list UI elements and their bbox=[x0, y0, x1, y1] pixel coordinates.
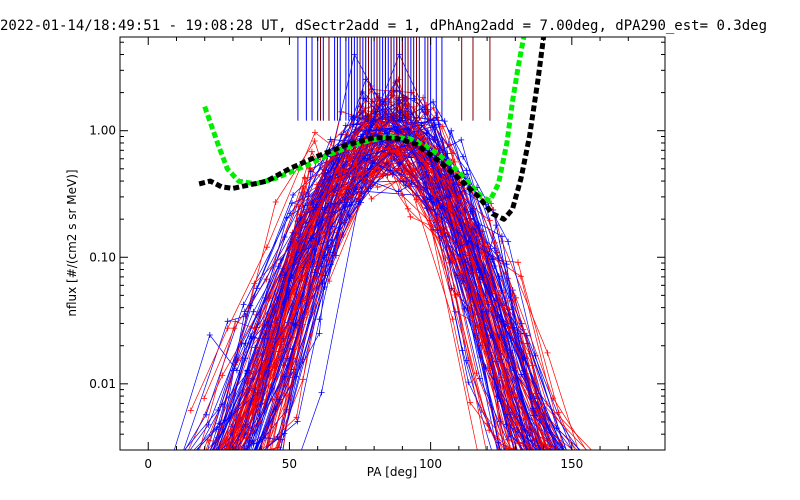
measurement-trace-red-25 bbox=[229, 147, 543, 450]
measurement-trace-red-49 bbox=[199, 145, 592, 450]
measurement-trace-red-74 bbox=[226, 103, 512, 450]
x-tick-label-0: 0 bbox=[144, 457, 152, 471]
measurement-trace-red-15 bbox=[262, 145, 518, 450]
y-axis-label: nflux [#/(cm2 s sr MeV)] bbox=[65, 169, 79, 316]
measurement-trace-blue-67 bbox=[234, 163, 527, 450]
measurement-trace-red-48 bbox=[259, 141, 558, 450]
measurement-trace-blue-48 bbox=[216, 180, 545, 450]
measurement-trace-red-64 bbox=[277, 148, 506, 450]
measurement-trace-blue-70 bbox=[250, 127, 528, 450]
y-tick-label-1: 0.10 bbox=[89, 250, 116, 264]
measurement-trace-red-68 bbox=[203, 147, 552, 450]
measurement-trace-blue-61 bbox=[242, 172, 498, 450]
x-axis-label: PA [deg] bbox=[367, 465, 417, 479]
measurement-trace-blue-72 bbox=[240, 152, 501, 450]
measurement-trace-red-73 bbox=[238, 158, 531, 450]
measurement-trace-red-63 bbox=[264, 142, 512, 450]
measurement-trace-blue-60 bbox=[196, 127, 563, 450]
measurement-points-red-64 bbox=[300, 146, 474, 406]
measurement-trace-red-71 bbox=[230, 133, 545, 450]
fit-curve-1 bbox=[198, 37, 547, 222]
measurement-trace-blue-69 bbox=[195, 99, 564, 450]
measurement-trace-blue-71 bbox=[248, 128, 532, 450]
measurement-trace-red-70 bbox=[282, 136, 522, 450]
measurement-trace-red-51 bbox=[270, 112, 516, 450]
measurement-points-red-39 bbox=[287, 102, 545, 450]
measurement-trace-red-66 bbox=[235, 168, 508, 450]
measurement-trace-blue-53 bbox=[234, 129, 561, 450]
measurement-trace-blue-50 bbox=[217, 80, 573, 450]
measurement-trace-red-54 bbox=[232, 118, 549, 450]
measurement-trace-red-29 bbox=[265, 118, 545, 450]
measurement-points-blue-54 bbox=[290, 156, 460, 327]
measurement-trace-red-24 bbox=[225, 90, 545, 450]
y-tick-label-0: 0.01 bbox=[89, 377, 116, 391]
fit-curve-0 bbox=[202, 37, 527, 204]
x-tick-label-3: 150 bbox=[560, 457, 583, 471]
measurement-trace-red-34 bbox=[242, 152, 535, 450]
measurement-trace-blue-1 bbox=[246, 148, 534, 450]
chart-title: 2022-01-14/18:49:51 - 19:08:28 UT, dSect… bbox=[0, 18, 767, 34]
data-layer bbox=[173, 37, 592, 450]
measurement-trace-red-47 bbox=[238, 133, 515, 450]
measurement-trace-blue-68 bbox=[211, 155, 557, 450]
measurement-trace-blue-73 bbox=[184, 129, 565, 450]
measurement-trace-blue-54 bbox=[251, 158, 506, 450]
measurement-trace-red-7 bbox=[274, 84, 478, 450]
measurement-points-blue-63 bbox=[251, 142, 513, 418]
measurement-trace-red-62 bbox=[207, 113, 547, 450]
measurement-trace-red-2 bbox=[258, 150, 516, 450]
measurement-points-red-65 bbox=[251, 169, 491, 427]
y-tick-label-2: 1.00 bbox=[89, 124, 116, 138]
measurement-points-red-71 bbox=[258, 131, 509, 379]
axes-layer: 0 50 100 150 0.01 0.10 1.00 bbox=[89, 37, 665, 471]
measurement-points-red-73 bbox=[267, 156, 489, 350]
measurement-points-blue-73 bbox=[215, 126, 527, 413]
measurement-trace-red-65 bbox=[214, 171, 500, 450]
measurement-trace-blue-33 bbox=[256, 190, 512, 450]
measurement-points-blue-36 bbox=[245, 98, 560, 432]
x-tick-label-1: 50 bbox=[282, 457, 297, 471]
x-tick-label-2: 100 bbox=[419, 457, 442, 471]
plot-frame bbox=[119, 36, 666, 451]
measurement-trace-blue-65 bbox=[282, 130, 515, 450]
measurement-points-blue-72 bbox=[281, 150, 463, 380]
measurement-points-red-60 bbox=[278, 113, 513, 398]
plot-area bbox=[173, 37, 592, 450]
measurement-trace-red-69 bbox=[230, 105, 544, 450]
measurement-trace-red-72 bbox=[240, 92, 516, 450]
measurement-trace-red-56 bbox=[220, 149, 515, 450]
